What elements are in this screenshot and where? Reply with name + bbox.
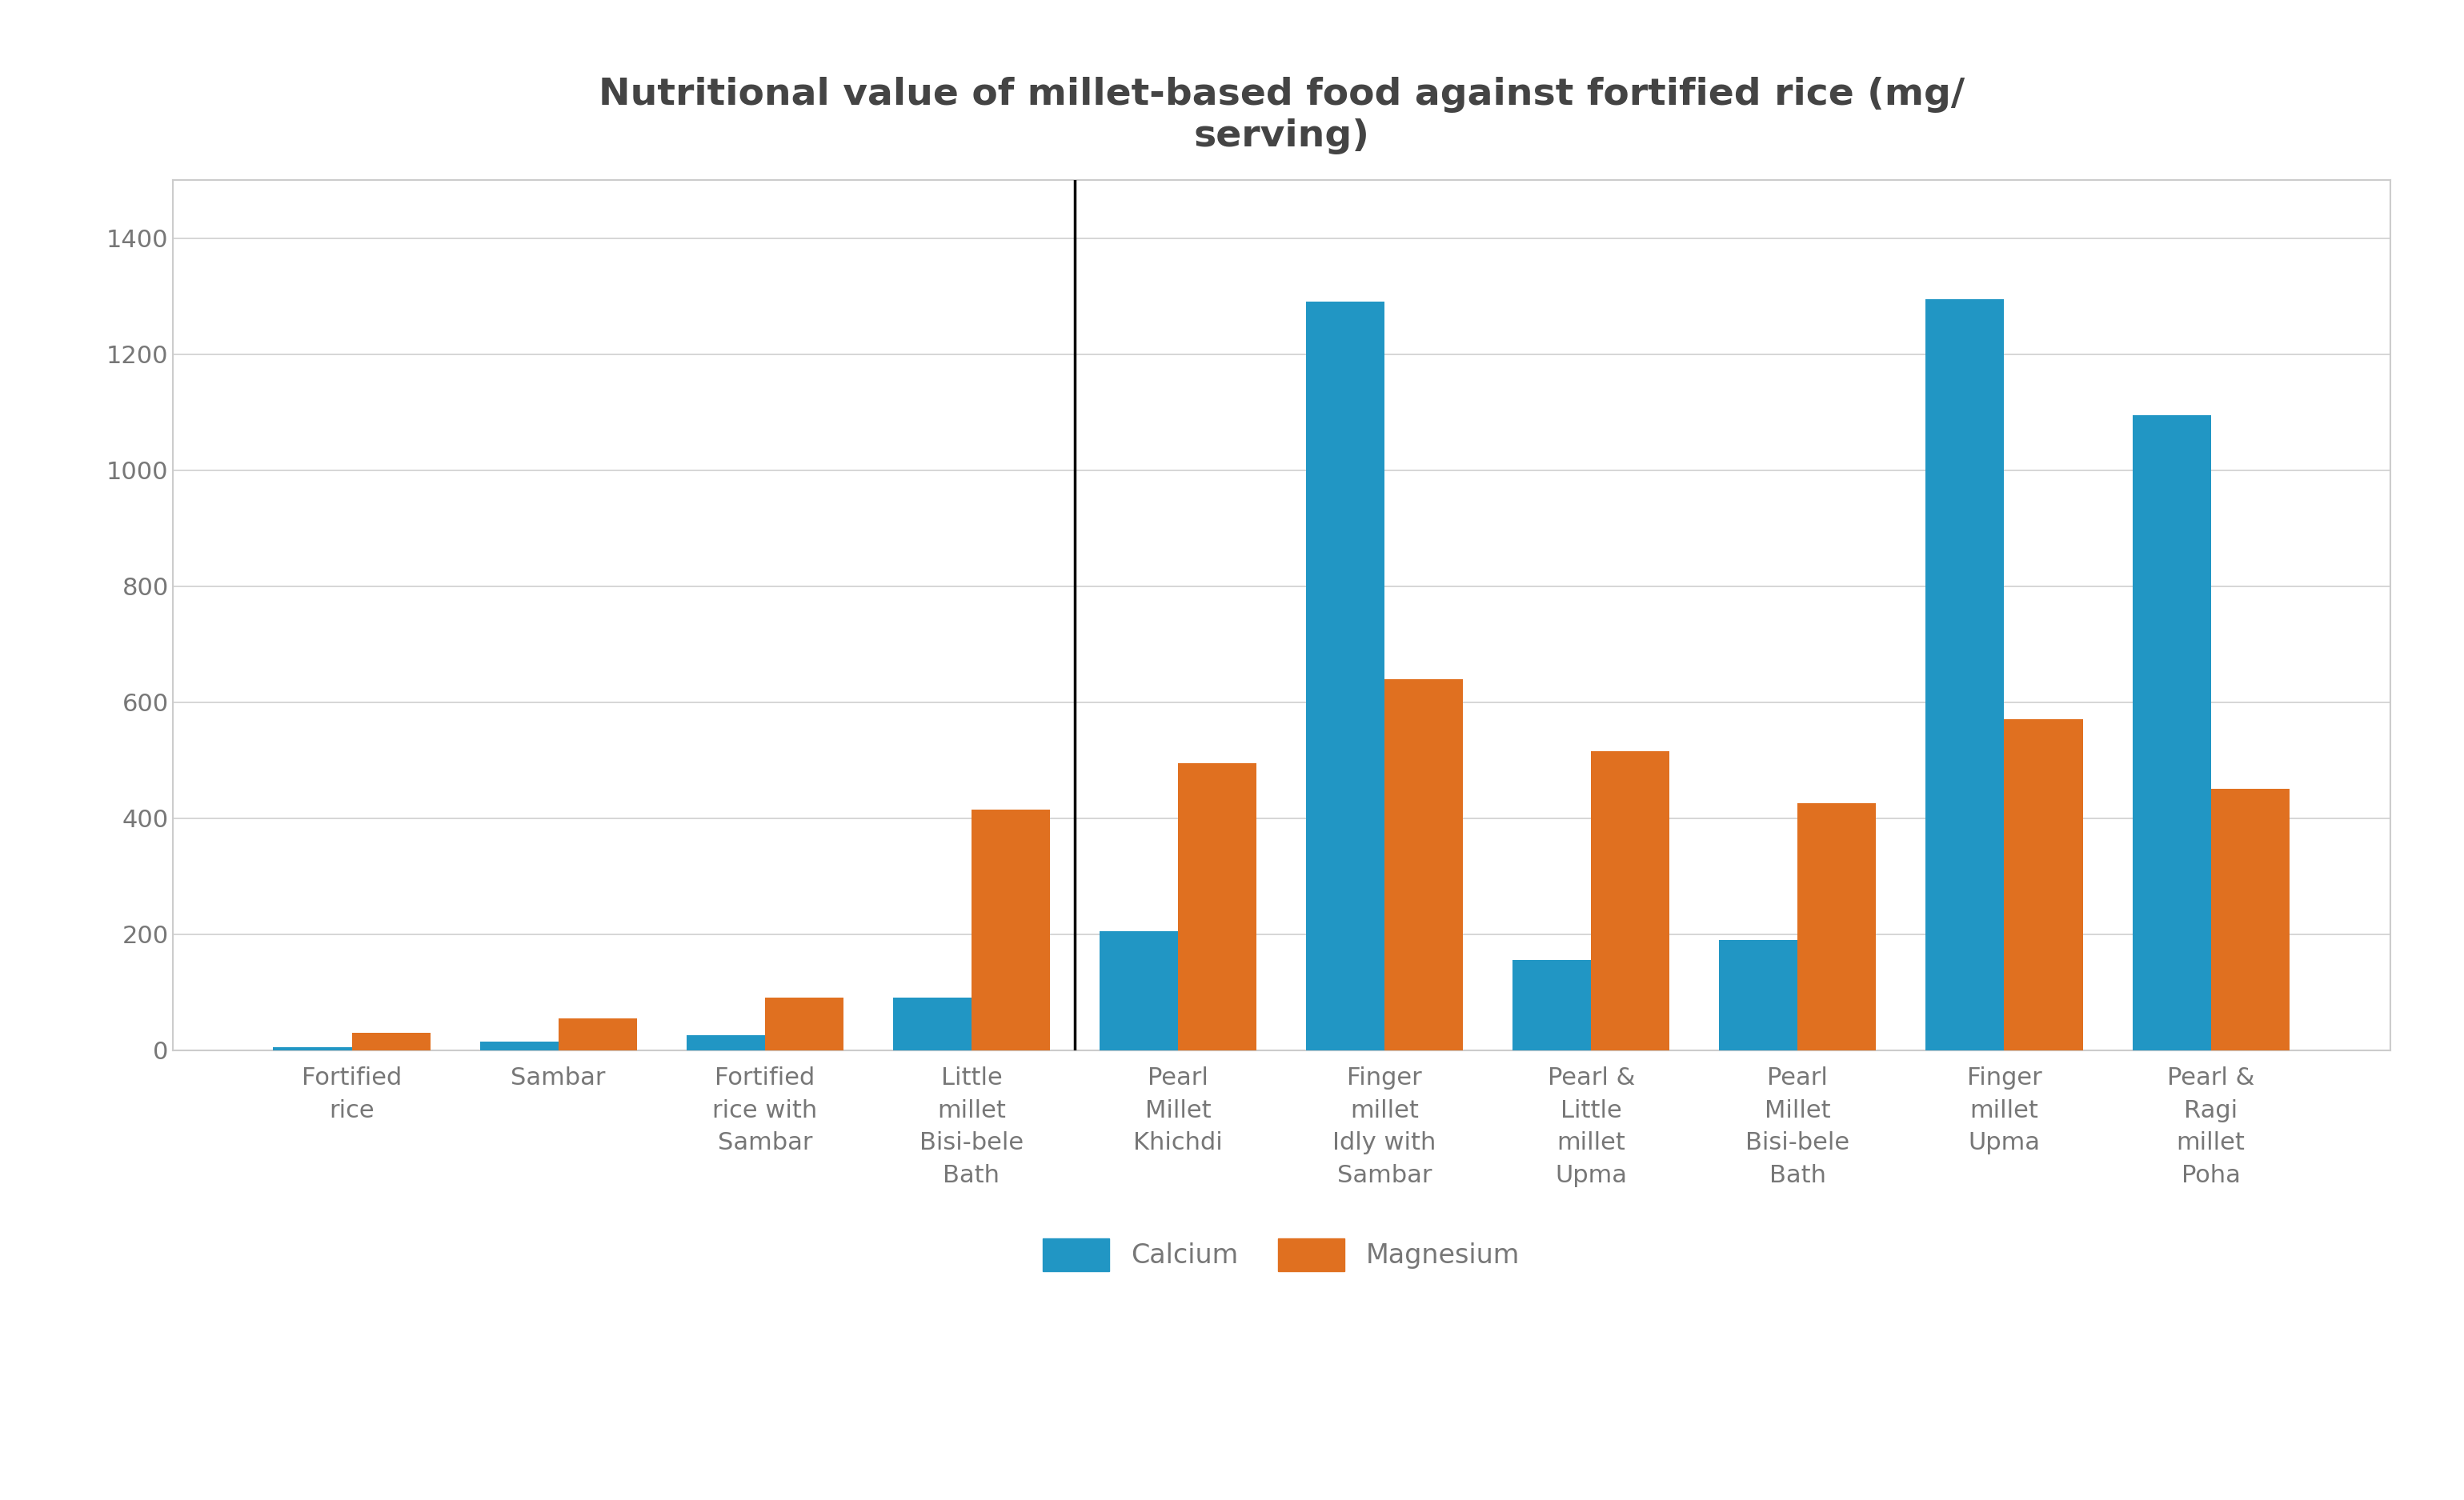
Bar bbox=[971, 810, 1050, 1050]
Bar bbox=[1099, 932, 1178, 1050]
Title: Nutritional value of millet-based food against fortified rice (mg/
serving): Nutritional value of millet-based food a… bbox=[599, 76, 1964, 154]
Bar bbox=[1306, 302, 1385, 1050]
Bar bbox=[687, 1035, 764, 1050]
Bar bbox=[559, 1018, 636, 1050]
Bar bbox=[352, 1032, 431, 1050]
Legend: Calcium, Magnesium: Calcium, Magnesium bbox=[1015, 1212, 1547, 1298]
Bar bbox=[1178, 764, 1257, 1050]
Bar bbox=[480, 1041, 559, 1050]
Bar bbox=[1927, 298, 2003, 1050]
Bar bbox=[2003, 720, 2082, 1050]
Bar bbox=[764, 998, 843, 1050]
Bar bbox=[892, 998, 971, 1050]
Bar bbox=[274, 1047, 352, 1050]
Bar bbox=[1720, 940, 1799, 1050]
Bar bbox=[2210, 789, 2289, 1050]
Bar bbox=[1385, 680, 1464, 1050]
Bar bbox=[1513, 960, 1592, 1050]
Bar bbox=[2131, 416, 2210, 1050]
Bar bbox=[1799, 804, 1875, 1050]
Bar bbox=[1592, 752, 1671, 1050]
